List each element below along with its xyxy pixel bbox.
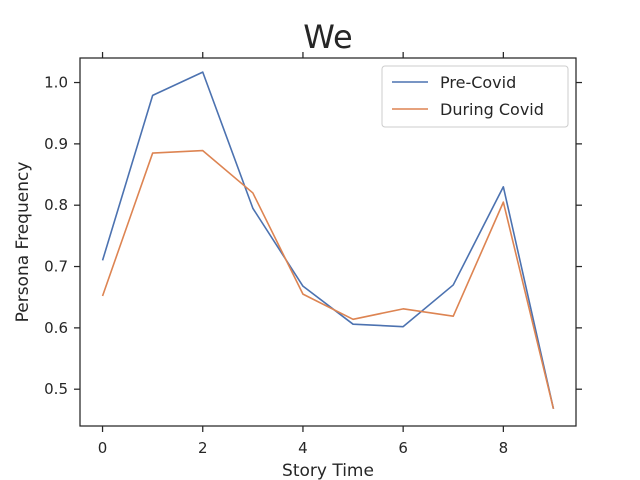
series-line-during-covid bbox=[101, 149, 555, 410]
legend-label-pre-covid: Pre-Covid bbox=[440, 73, 516, 92]
axis-ticks: 0 2 4 6 8 0.5 0.6 0.7 0.8 0.9 1.0 bbox=[44, 52, 582, 457]
x-tick-label: 4 bbox=[298, 439, 308, 457]
legend: Pre-Covid During Covid bbox=[381, 65, 569, 128]
x-tick-label: 6 bbox=[398, 439, 408, 457]
y-tick-label: 0.9 bbox=[44, 135, 68, 153]
legend-box bbox=[381, 65, 569, 128]
series-layer bbox=[101, 71, 555, 410]
y-tick-label: 0.7 bbox=[44, 258, 68, 276]
x-tick-label: 8 bbox=[499, 439, 509, 457]
y-tick-label: 0.6 bbox=[44, 319, 68, 337]
y-tick-label: 0.8 bbox=[44, 196, 68, 214]
x-tick-label: 2 bbox=[198, 439, 208, 457]
y-axis-label: Persona Frequency bbox=[13, 162, 33, 323]
series-line-pre-covid bbox=[101, 71, 555, 410]
y-tick-label: 0.5 bbox=[44, 380, 68, 398]
x-tick-label: 0 bbox=[98, 439, 108, 457]
x-axis-label: Story Time bbox=[282, 461, 374, 480]
y-tick-label: 1.0 bbox=[44, 74, 68, 92]
chart-title: We bbox=[303, 18, 352, 56]
legend-label-during-covid: During Covid bbox=[440, 100, 544, 119]
